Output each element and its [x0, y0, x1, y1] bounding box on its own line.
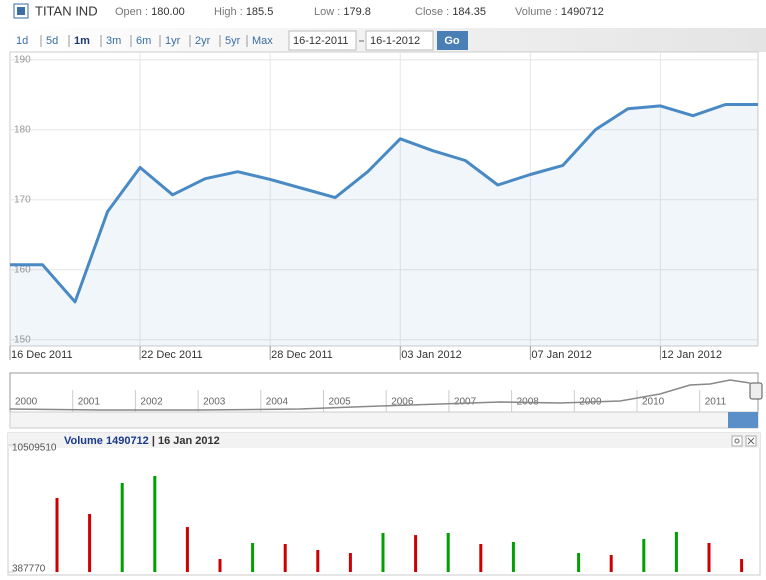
volume-bar — [316, 550, 319, 572]
x-tick-label: 12 Jan 2012 — [661, 349, 722, 361]
stat-value: 180.00 — [151, 6, 185, 18]
volume-bar — [186, 527, 189, 572]
range-button[interactable]: 2yr — [195, 35, 211, 47]
volume-bar — [642, 539, 645, 572]
navigator-thumb[interactable] — [728, 412, 758, 428]
volume-bar — [708, 543, 711, 572]
volume-bar — [219, 559, 222, 572]
stat-label: Close : — [415, 6, 449, 18]
navigator-label: 2007 — [454, 397, 477, 408]
stat-label: Volume : — [515, 6, 558, 18]
y-tick-label: 180 — [14, 124, 31, 135]
volume-bar — [284, 544, 287, 572]
volume-bar — [675, 532, 678, 572]
navigator-handle[interactable] — [750, 383, 762, 399]
stat: Close : 184.35 — [415, 6, 486, 18]
stats: Open : 180.00 High : 185.5 Low : 179.8 Clos… — [115, 6, 604, 18]
volume-title-text: Volume 1490712 — [64, 435, 149, 447]
navigator-scrollbar — [10, 412, 758, 428]
y-tick-label: 190 — [14, 54, 31, 65]
navigator-label: 2011 — [705, 397, 727, 408]
stat: High : 185.5 — [214, 6, 273, 18]
to-date: 16-1-2012 — [370, 35, 420, 47]
volume-title: Volume 1490712 | 16 Jan 2012 — [64, 435, 220, 447]
stat-value: 184.35 — [452, 6, 486, 18]
x-tick-label: 16 Dec 2011 — [11, 349, 73, 361]
range-button[interactable]: 1m — [74, 35, 90, 47]
volume-bar — [56, 498, 59, 572]
range-button[interactable]: 1d — [16, 35, 28, 47]
y-tick-label: 387770 — [12, 564, 46, 575]
volume-bar — [610, 555, 613, 572]
stat: Open : 180.00 — [115, 6, 185, 18]
stat-label: Open : — [115, 6, 148, 18]
checkbox-fill — [17, 7, 25, 15]
range-button[interactable]: 3m — [106, 35, 121, 47]
volume-bar — [251, 543, 254, 572]
volume-bar — [479, 544, 482, 572]
from-date: 16-12-2011 — [293, 35, 348, 47]
volume-bar — [349, 553, 352, 572]
volume-bar — [88, 514, 91, 572]
y-tick-label: 10509510 — [12, 443, 57, 454]
stat-label: Low : — [314, 6, 340, 18]
x-tick-label: 22 Dec 2011 — [141, 349, 203, 361]
range-button[interactable]: 6m — [136, 35, 151, 47]
x-tick-label: 07 Jan 2012 — [531, 349, 592, 361]
navigator-label: 2002 — [140, 397, 163, 408]
stat-value: 185.5 — [246, 6, 274, 18]
range-button[interactable]: 5d — [46, 35, 58, 47]
volume-bar — [740, 559, 743, 572]
navigator-label: 2003 — [203, 397, 226, 408]
volume-date: | 16 Jan 2012 — [152, 435, 220, 447]
navigator-label: 2001 — [78, 397, 101, 408]
stat: Volume : 1490712 — [515, 6, 604, 18]
ranges: 1d 5d 1m 3m 6m 1yr 2yr 5yr Max — [16, 35, 273, 47]
volume-bar — [414, 535, 417, 572]
navigator-label: 2005 — [329, 397, 352, 408]
volume-bar — [121, 483, 124, 572]
volume-bar — [447, 533, 450, 572]
y-tick-label: 170 — [14, 194, 31, 205]
help-icon[interactable] — [732, 436, 742, 446]
x-tick-label: 28 Dec 2011 — [271, 349, 333, 361]
volume-bar — [577, 553, 580, 572]
volume-bar — [382, 533, 385, 572]
volume-bar — [153, 476, 156, 572]
stat-value: 179.8 — [343, 6, 371, 18]
navigator-label: 2004 — [266, 397, 289, 408]
stat-value: 1490712 — [561, 6, 604, 18]
navigator-label: 2010 — [642, 397, 665, 408]
stat: Low : 179.8 — [314, 6, 371, 18]
range-button[interactable]: 5yr — [225, 35, 241, 47]
stat-label: High : — [214, 6, 243, 18]
range-button[interactable]: 1yr — [165, 35, 181, 47]
range-button[interactable]: Max — [252, 35, 273, 47]
navigator-label: 2000 — [15, 397, 38, 408]
volume-bar — [512, 542, 515, 572]
stock-name: TITAN IND — [35, 3, 98, 18]
x-tick-label: 03 Jan 2012 — [401, 349, 462, 361]
go-label: Go — [444, 35, 460, 47]
